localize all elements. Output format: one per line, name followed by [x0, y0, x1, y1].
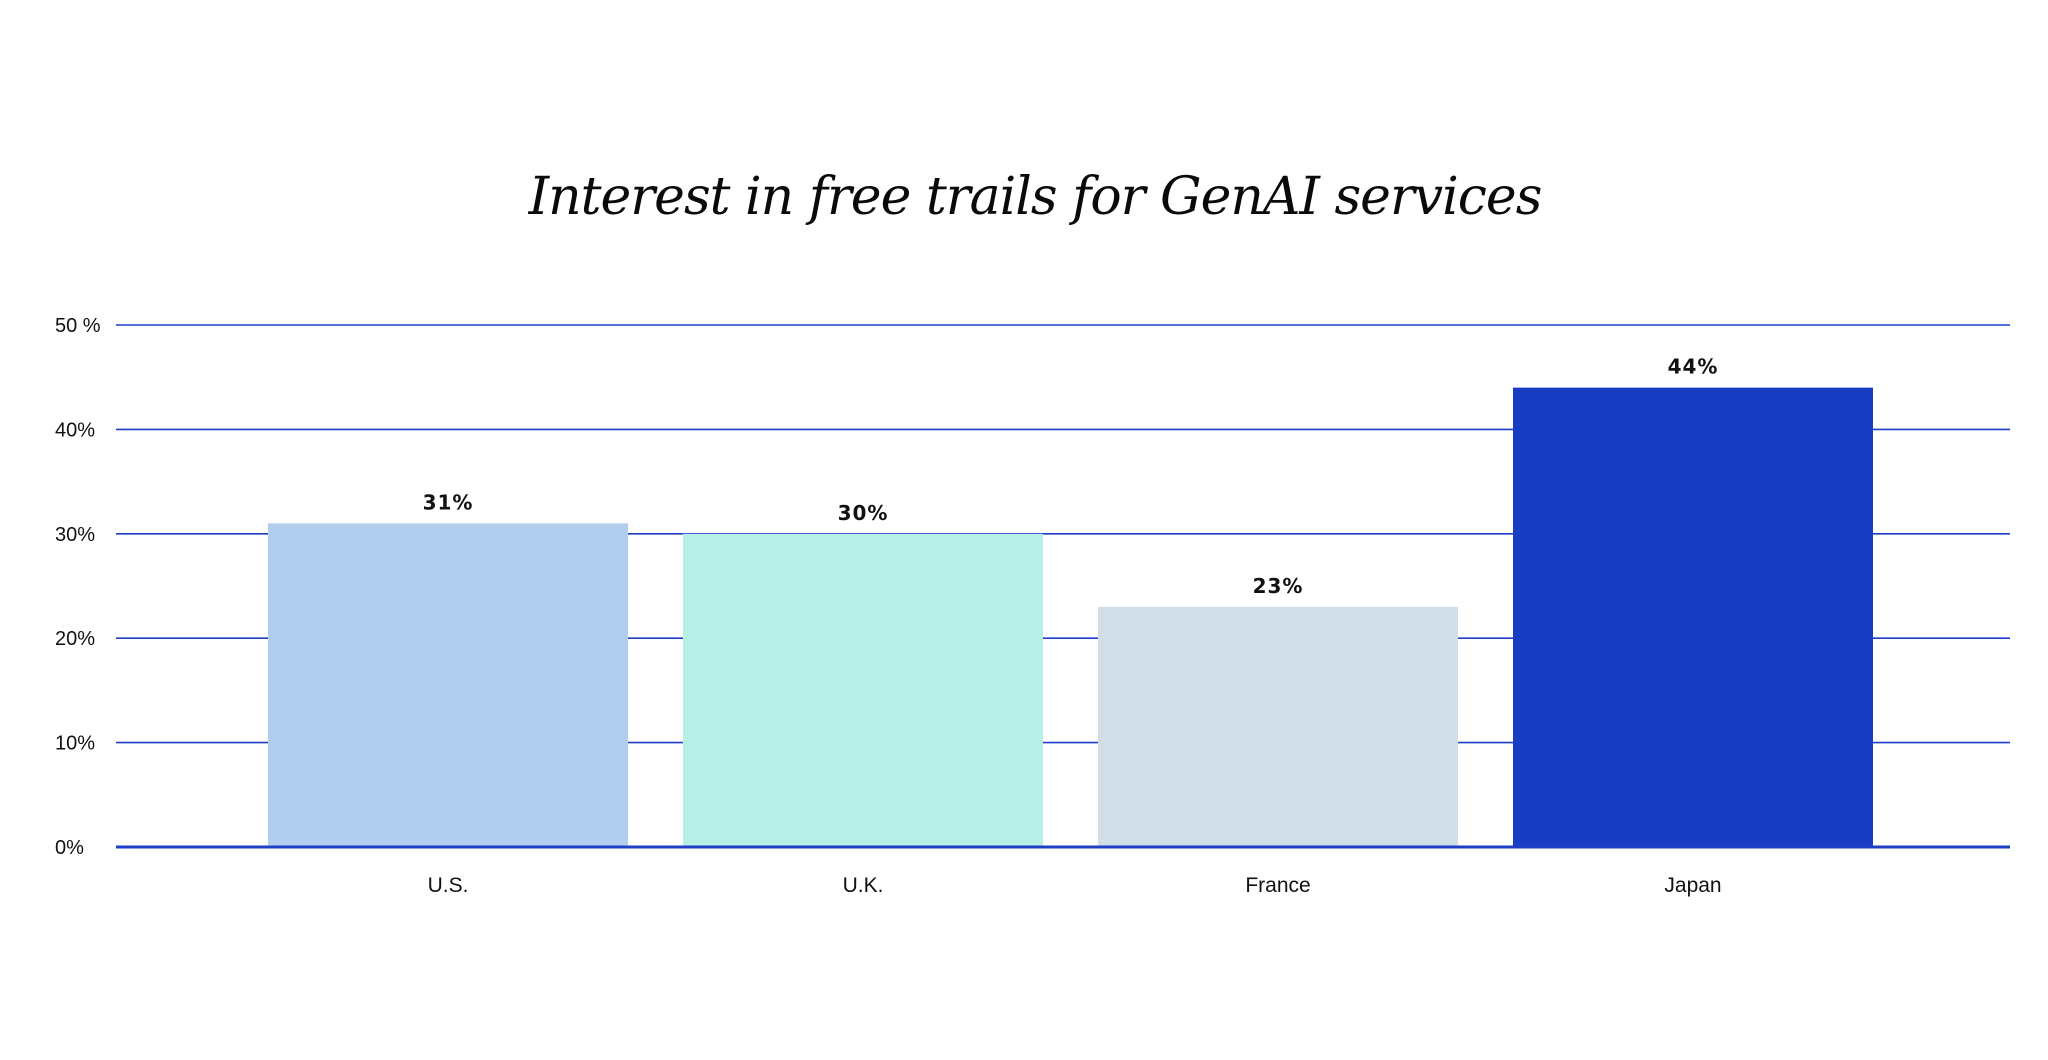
y-tick-label: 50 % — [55, 315, 101, 337]
chart-title: Interest in free trails for GenAI servic… — [528, 167, 1542, 227]
y-tick-label: 30% — [55, 524, 95, 546]
x-tick-label: U.K. — [843, 874, 884, 897]
bar — [683, 533, 1043, 847]
bar — [1513, 387, 1873, 847]
x-tick-label: U.S. — [428, 874, 469, 897]
y-tick-label: 40% — [55, 419, 95, 441]
data-label: 44% — [1668, 355, 1719, 379]
data-label: 30% — [838, 501, 889, 525]
bar — [1098, 606, 1458, 847]
y-axis-tick-labels: 0% 10% 20% 30% 40% 50 % — [55, 315, 101, 859]
x-tick-label: Japan — [1664, 874, 1721, 897]
x-axis-category-labels: U.S. U.K. France Japan — [428, 874, 1722, 897]
data-label: 31% — [423, 490, 474, 514]
value-labels: 31% 30% 23% 44% — [423, 355, 1719, 598]
data-label: 23% — [1253, 574, 1304, 598]
bars — [268, 387, 1873, 847]
bar — [268, 523, 628, 847]
x-tick-label: France — [1245, 874, 1310, 897]
y-tick-label: 20% — [55, 628, 95, 650]
y-tick-label: 10% — [55, 733, 95, 755]
y-tick-label: 0% — [55, 837, 84, 859]
